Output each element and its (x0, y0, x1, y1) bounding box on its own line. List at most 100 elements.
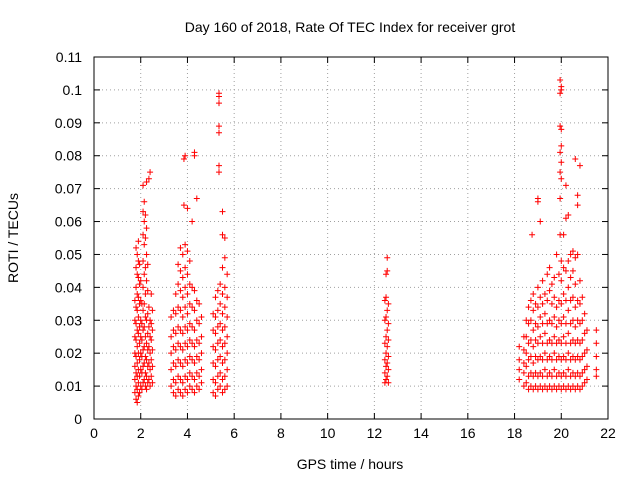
data-point (214, 373, 221, 380)
data-point (144, 330, 151, 337)
data-point (546, 317, 553, 324)
data-point (182, 284, 189, 291)
data-point (384, 254, 391, 261)
data-point (145, 360, 152, 367)
data-point (182, 264, 189, 271)
data-point (530, 307, 537, 314)
data-point (572, 323, 579, 330)
data-point (141, 241, 148, 248)
data-point (579, 353, 586, 360)
data-point (537, 294, 544, 301)
y-tick-label: 0.11 (56, 49, 82, 65)
data-point (145, 343, 152, 350)
data-point (179, 363, 186, 370)
data-point (384, 307, 391, 314)
data-point (384, 267, 391, 274)
data-point (583, 327, 590, 334)
x-tick-label: 14 (413, 425, 429, 441)
data-point (184, 376, 191, 383)
data-point (537, 313, 544, 320)
data-point (544, 271, 551, 278)
data-point (576, 320, 583, 327)
data-point (175, 340, 182, 347)
data-point (193, 317, 200, 324)
data-point (172, 330, 179, 337)
data-point (214, 307, 221, 314)
data-point (530, 327, 537, 334)
data-point (581, 366, 588, 373)
data-point (383, 294, 390, 301)
data-point (212, 392, 219, 399)
data-point (546, 337, 553, 344)
data-point (177, 307, 184, 314)
data-point (558, 126, 565, 133)
data-point (560, 353, 567, 360)
data-point (560, 369, 567, 376)
data-point (147, 333, 154, 340)
data-point (217, 383, 224, 390)
y-tick-label: 0 (74, 411, 82, 427)
data-point (383, 350, 390, 357)
data-point (148, 373, 155, 380)
data-point (574, 192, 581, 199)
data-point (168, 366, 175, 373)
data-point (149, 363, 156, 370)
data-point (551, 294, 558, 301)
data-point (569, 267, 576, 274)
data-point (215, 169, 222, 176)
data-point (579, 369, 586, 376)
data-point (196, 356, 203, 363)
data-point (189, 284, 196, 291)
data-point (136, 389, 143, 396)
data-point (144, 261, 151, 268)
data-point (529, 231, 536, 238)
data-point (149, 307, 156, 314)
data-point (212, 294, 219, 301)
data-point (224, 313, 231, 320)
data-point (135, 238, 142, 245)
data-point (217, 353, 224, 360)
data-point (217, 320, 224, 327)
data-point (565, 307, 572, 314)
data-point (525, 304, 532, 311)
data-point (520, 383, 527, 390)
data-point (184, 205, 191, 212)
data-point (215, 123, 222, 130)
y-tick-label: 0.06 (55, 214, 82, 230)
data-point (193, 369, 200, 376)
data-point (193, 195, 200, 202)
data-point (221, 323, 228, 330)
data-point (579, 383, 586, 390)
data-point (520, 346, 527, 353)
data-point (224, 294, 231, 301)
data-point (219, 290, 226, 297)
data-point (168, 333, 175, 340)
data-point (177, 360, 184, 367)
data-point (381, 297, 388, 304)
y-tick-label: 0.09 (55, 115, 82, 131)
data-point (593, 340, 600, 347)
data-point (137, 317, 144, 324)
data-point (541, 310, 548, 317)
data-point (383, 271, 390, 278)
data-point (555, 271, 562, 278)
data-point (224, 350, 231, 357)
data-point (172, 346, 179, 353)
data-point (184, 290, 191, 297)
data-point (532, 320, 539, 327)
data-point (196, 386, 203, 393)
data-point (546, 353, 553, 360)
data-point (551, 313, 558, 320)
data-point (516, 356, 523, 363)
data-point (551, 274, 558, 281)
data-point (221, 235, 228, 241)
data-point (565, 284, 572, 291)
x-tick-label: 12 (367, 425, 383, 441)
data-point (182, 323, 189, 330)
data-point (149, 379, 156, 386)
data-point (131, 317, 138, 324)
data-point (221, 304, 228, 311)
data-point (583, 346, 590, 353)
data-point (186, 383, 193, 390)
